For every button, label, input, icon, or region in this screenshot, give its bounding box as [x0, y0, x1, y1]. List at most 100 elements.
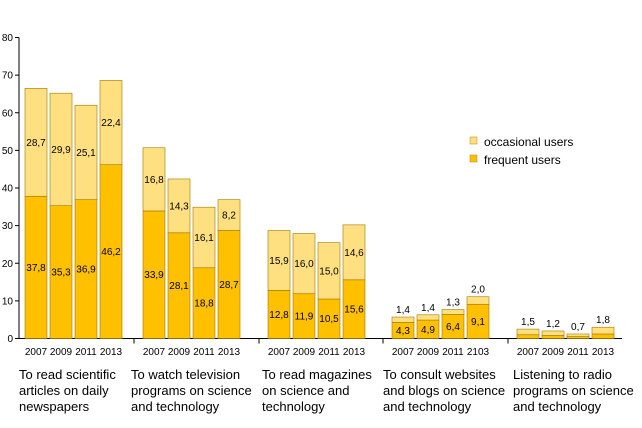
legend-swatch-frequent	[469, 154, 478, 163]
legend-label-occasional: occasional users	[484, 135, 573, 149]
data-label-frequent: 10,5	[319, 314, 339, 325]
bar-segment-occasional	[566, 333, 590, 337]
x-year-label: 2011	[567, 347, 589, 358]
data-label-frequent: 33,9	[144, 270, 164, 281]
bar-segment-occasional	[192, 206, 216, 269]
data-label-occasional: 14,6	[344, 248, 364, 259]
x-year-label: 2009	[542, 347, 565, 358]
x-year-label: 2007	[268, 347, 291, 358]
x-year-label: 2011	[318, 347, 340, 358]
y-tick-label: 70	[2, 71, 14, 82]
data-label-occasional: 1,4	[421, 303, 435, 314]
data-label-frequent: 11,9	[295, 312, 314, 323]
y-tick-label: 30	[2, 221, 14, 232]
bar-segment-frequent	[516, 334, 540, 339]
bar-segment-occasional	[416, 314, 440, 321]
bar-segment-occasional	[342, 224, 366, 281]
bar-segment-occasional	[217, 199, 241, 231]
data-label-occasional: 0,7	[571, 322, 585, 333]
bars	[24, 80, 615, 339]
x-year-label: 2013	[592, 347, 615, 358]
data-label-occasional: 15,0	[319, 266, 339, 277]
x-year-label: 2013	[343, 347, 366, 358]
group-label-newspapers: To read scientific articles on daily new…	[19, 367, 116, 414]
x-year-label: 2013	[218, 347, 241, 358]
data-label-occasional: 8,2	[222, 211, 236, 222]
y-tick-label: 10	[2, 296, 14, 307]
y-tick-label: 80	[2, 33, 14, 44]
x-year-label: 2013	[100, 347, 123, 358]
bar-segment-occasional	[466, 296, 490, 305]
data-label-occasional: 29,9	[51, 145, 71, 156]
y-tick-label: 0	[7, 334, 13, 345]
data-label-occasional: 25,1	[76, 148, 96, 159]
bar-segment-occasional	[267, 230, 291, 291]
x-year-label: 2009	[293, 347, 316, 358]
bar-segment-occasional	[292, 233, 316, 295]
legend: occasional users frequent users	[469, 135, 573, 167]
x-year-label: 2103	[467, 347, 490, 358]
legend-label-frequent: frequent users	[484, 153, 561, 167]
data-label-occasional: 16,1	[194, 233, 214, 244]
x-year-label: 2011	[75, 347, 97, 358]
group-label-magazines: To read magazines on science and technol…	[262, 367, 372, 414]
data-label-occasional: 1,5	[521, 317, 535, 328]
data-label-occasional: 2,0	[471, 285, 485, 296]
bar-segment-frequent	[541, 335, 565, 339]
data-label-frequent: 6,4	[446, 322, 460, 333]
bar-segment-occasional	[142, 147, 166, 212]
bar-segment-occasional	[49, 92, 73, 206]
x-year-label: 2011	[193, 347, 215, 358]
data-label-occasional: 16,0	[294, 259, 314, 270]
group-label-websites: To consult websites and blogs on science…	[383, 367, 506, 414]
data-label-occasional: 1,3	[446, 298, 460, 309]
data-label-frequent: 18,8	[194, 299, 214, 310]
bar-segment-frequent	[591, 333, 615, 339]
data-labels: 28,7 37,8 2007 29,9 35,3 2009 25,1 36,9 2011 22,4…	[25, 118, 615, 358]
bar-segment-occasional	[167, 178, 191, 234]
x-year-label: 2007	[25, 347, 48, 358]
data-label-frequent: 4,9	[421, 325, 435, 336]
data-label-frequent: 15,6	[344, 305, 364, 316]
y-tick-label: 40	[2, 184, 14, 195]
data-label-occasional: 1,2	[546, 319, 560, 330]
bar-segment-occasional	[441, 309, 465, 315]
bar-segment-occasional	[591, 326, 615, 335]
data-label-frequent: 37,8	[26, 263, 46, 274]
data-label-occasional: 16,8	[144, 175, 164, 186]
data-label-occasional: 28,7	[26, 138, 46, 149]
bar-segment-occasional	[541, 330, 565, 336]
y-tick-label: 20	[2, 259, 14, 270]
y-tick-label: 60	[2, 108, 14, 119]
data-label-occasional: 1,8	[596, 315, 610, 326]
bar-segment-occasional	[391, 316, 415, 323]
x-year-label: 2011	[442, 347, 464, 358]
x-year-label: 2009	[168, 347, 191, 358]
x-year-label: 2007	[517, 347, 540, 358]
data-label-occasional: 1,4	[396, 305, 410, 316]
data-label-occasional: 14,3	[169, 201, 189, 212]
legend-swatch-occasional	[469, 136, 478, 145]
data-label-frequent: 28,1	[169, 281, 189, 292]
data-label-frequent: 4,3	[396, 326, 410, 337]
x-year-label: 2009	[417, 347, 440, 358]
data-label-frequent: 9,1	[471, 317, 485, 328]
group-label-television: To watch television programs on science …	[131, 367, 252, 414]
bar-segment-occasional	[317, 242, 341, 300]
bar-segment-occasional	[516, 328, 540, 336]
data-label-occasional: 15,9	[269, 256, 289, 267]
data-label-frequent: 12,8	[269, 310, 289, 321]
data-label-frequent: 35,3	[51, 268, 71, 279]
x-year-label: 2007	[143, 347, 166, 358]
group-label-radio: Listening to radio programs on science a…	[513, 367, 634, 414]
y-tick-label: 50	[2, 146, 14, 157]
bar-segment-occasional	[74, 104, 98, 200]
data-label-frequent: 28,7	[219, 280, 239, 291]
data-label-occasional: 22,4	[101, 118, 121, 129]
bar-segment-occasional	[99, 80, 123, 165]
x-year-label: 2009	[50, 347, 73, 358]
data-label-frequent: 46,2	[101, 247, 121, 258]
x-year-label: 2007	[392, 347, 415, 358]
bar-segment-occasional	[24, 87, 48, 197]
